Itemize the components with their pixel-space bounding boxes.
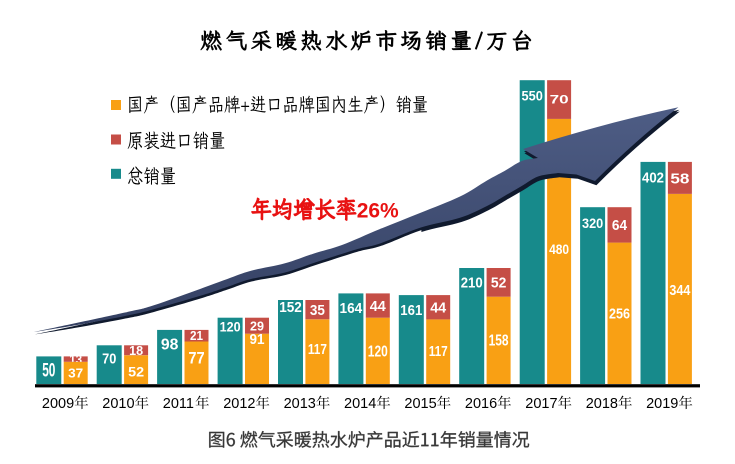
svg-text:77: 77 [188,349,204,367]
svg-text:2013: 2013 [284,396,316,412]
svg-text:2015: 2015 [404,396,436,412]
svg-text:37: 37 [68,366,83,381]
svg-text:44: 44 [430,300,447,317]
svg-text:2011: 2011 [163,396,194,412]
svg-text:550: 550 [522,88,543,103]
svg-text:29: 29 [250,318,264,333]
svg-text:117: 117 [429,343,448,360]
svg-text:2009: 2009 [42,396,74,412]
svg-text:50: 50 [42,360,55,381]
svg-text:120: 120 [368,343,388,360]
svg-text:18: 18 [129,344,143,358]
svg-text:2019: 2019 [646,396,678,412]
svg-text:152: 152 [279,300,302,316]
svg-text:52: 52 [128,365,144,380]
svg-text:480: 480 [549,241,569,257]
svg-text:70: 70 [102,351,116,367]
svg-text:64: 64 [612,218,627,234]
svg-text:2018: 2018 [586,396,618,412]
svg-text:2010: 2010 [102,396,134,412]
svg-text:164: 164 [340,301,363,317]
svg-text:44: 44 [370,298,387,315]
svg-text:58: 58 [670,170,689,187]
svg-text:2014: 2014 [344,396,376,412]
svg-text:402: 402 [642,170,664,187]
svg-text:117: 117 [308,342,327,358]
svg-text:98: 98 [161,336,179,353]
svg-text:210: 210 [461,275,483,292]
svg-text:2017: 2017 [525,396,557,412]
svg-text:120: 120 [220,318,241,334]
svg-text:2012: 2012 [223,396,255,412]
svg-text:26%: 26% [357,200,399,223]
svg-text:91: 91 [250,331,265,348]
svg-text:320: 320 [582,215,603,231]
svg-text:35: 35 [310,303,325,319]
svg-text:344: 344 [669,282,691,299]
svg-text:158: 158 [489,332,509,349]
svg-text:161: 161 [400,302,422,319]
svg-text:2016: 2016 [465,396,497,412]
svg-text:70: 70 [550,95,569,107]
svg-text:13: 13 [69,352,82,366]
svg-text:21: 21 [190,329,203,343]
svg-text:256: 256 [609,306,630,323]
svg-text:52: 52 [491,276,507,292]
